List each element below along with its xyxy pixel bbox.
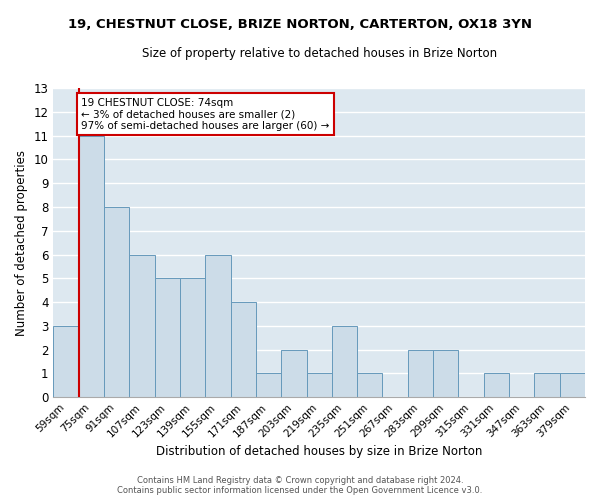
Bar — [560, 374, 585, 397]
Text: Contains HM Land Registry data © Crown copyright and database right 2024.
Contai: Contains HM Land Registry data © Crown c… — [118, 476, 482, 495]
Bar — [155, 278, 180, 397]
Bar — [433, 350, 458, 397]
Bar — [205, 254, 230, 397]
Bar — [130, 254, 155, 397]
Y-axis label: Number of detached properties: Number of detached properties — [15, 150, 28, 336]
Bar — [180, 278, 205, 397]
Bar — [332, 326, 357, 397]
Bar — [79, 136, 104, 397]
Title: Size of property relative to detached houses in Brize Norton: Size of property relative to detached ho… — [142, 48, 497, 60]
Bar — [307, 374, 332, 397]
Bar — [281, 350, 307, 397]
Bar — [484, 374, 509, 397]
Bar — [104, 207, 130, 397]
Bar — [357, 374, 382, 397]
Bar — [53, 326, 79, 397]
Bar — [256, 374, 281, 397]
Bar — [230, 302, 256, 397]
X-axis label: Distribution of detached houses by size in Brize Norton: Distribution of detached houses by size … — [156, 444, 482, 458]
Text: 19 CHESTNUT CLOSE: 74sqm
← 3% of detached houses are smaller (2)
97% of semi-det: 19 CHESTNUT CLOSE: 74sqm ← 3% of detache… — [81, 98, 329, 131]
Bar — [535, 374, 560, 397]
Text: 19, CHESTNUT CLOSE, BRIZE NORTON, CARTERTON, OX18 3YN: 19, CHESTNUT CLOSE, BRIZE NORTON, CARTER… — [68, 18, 532, 30]
Bar — [408, 350, 433, 397]
